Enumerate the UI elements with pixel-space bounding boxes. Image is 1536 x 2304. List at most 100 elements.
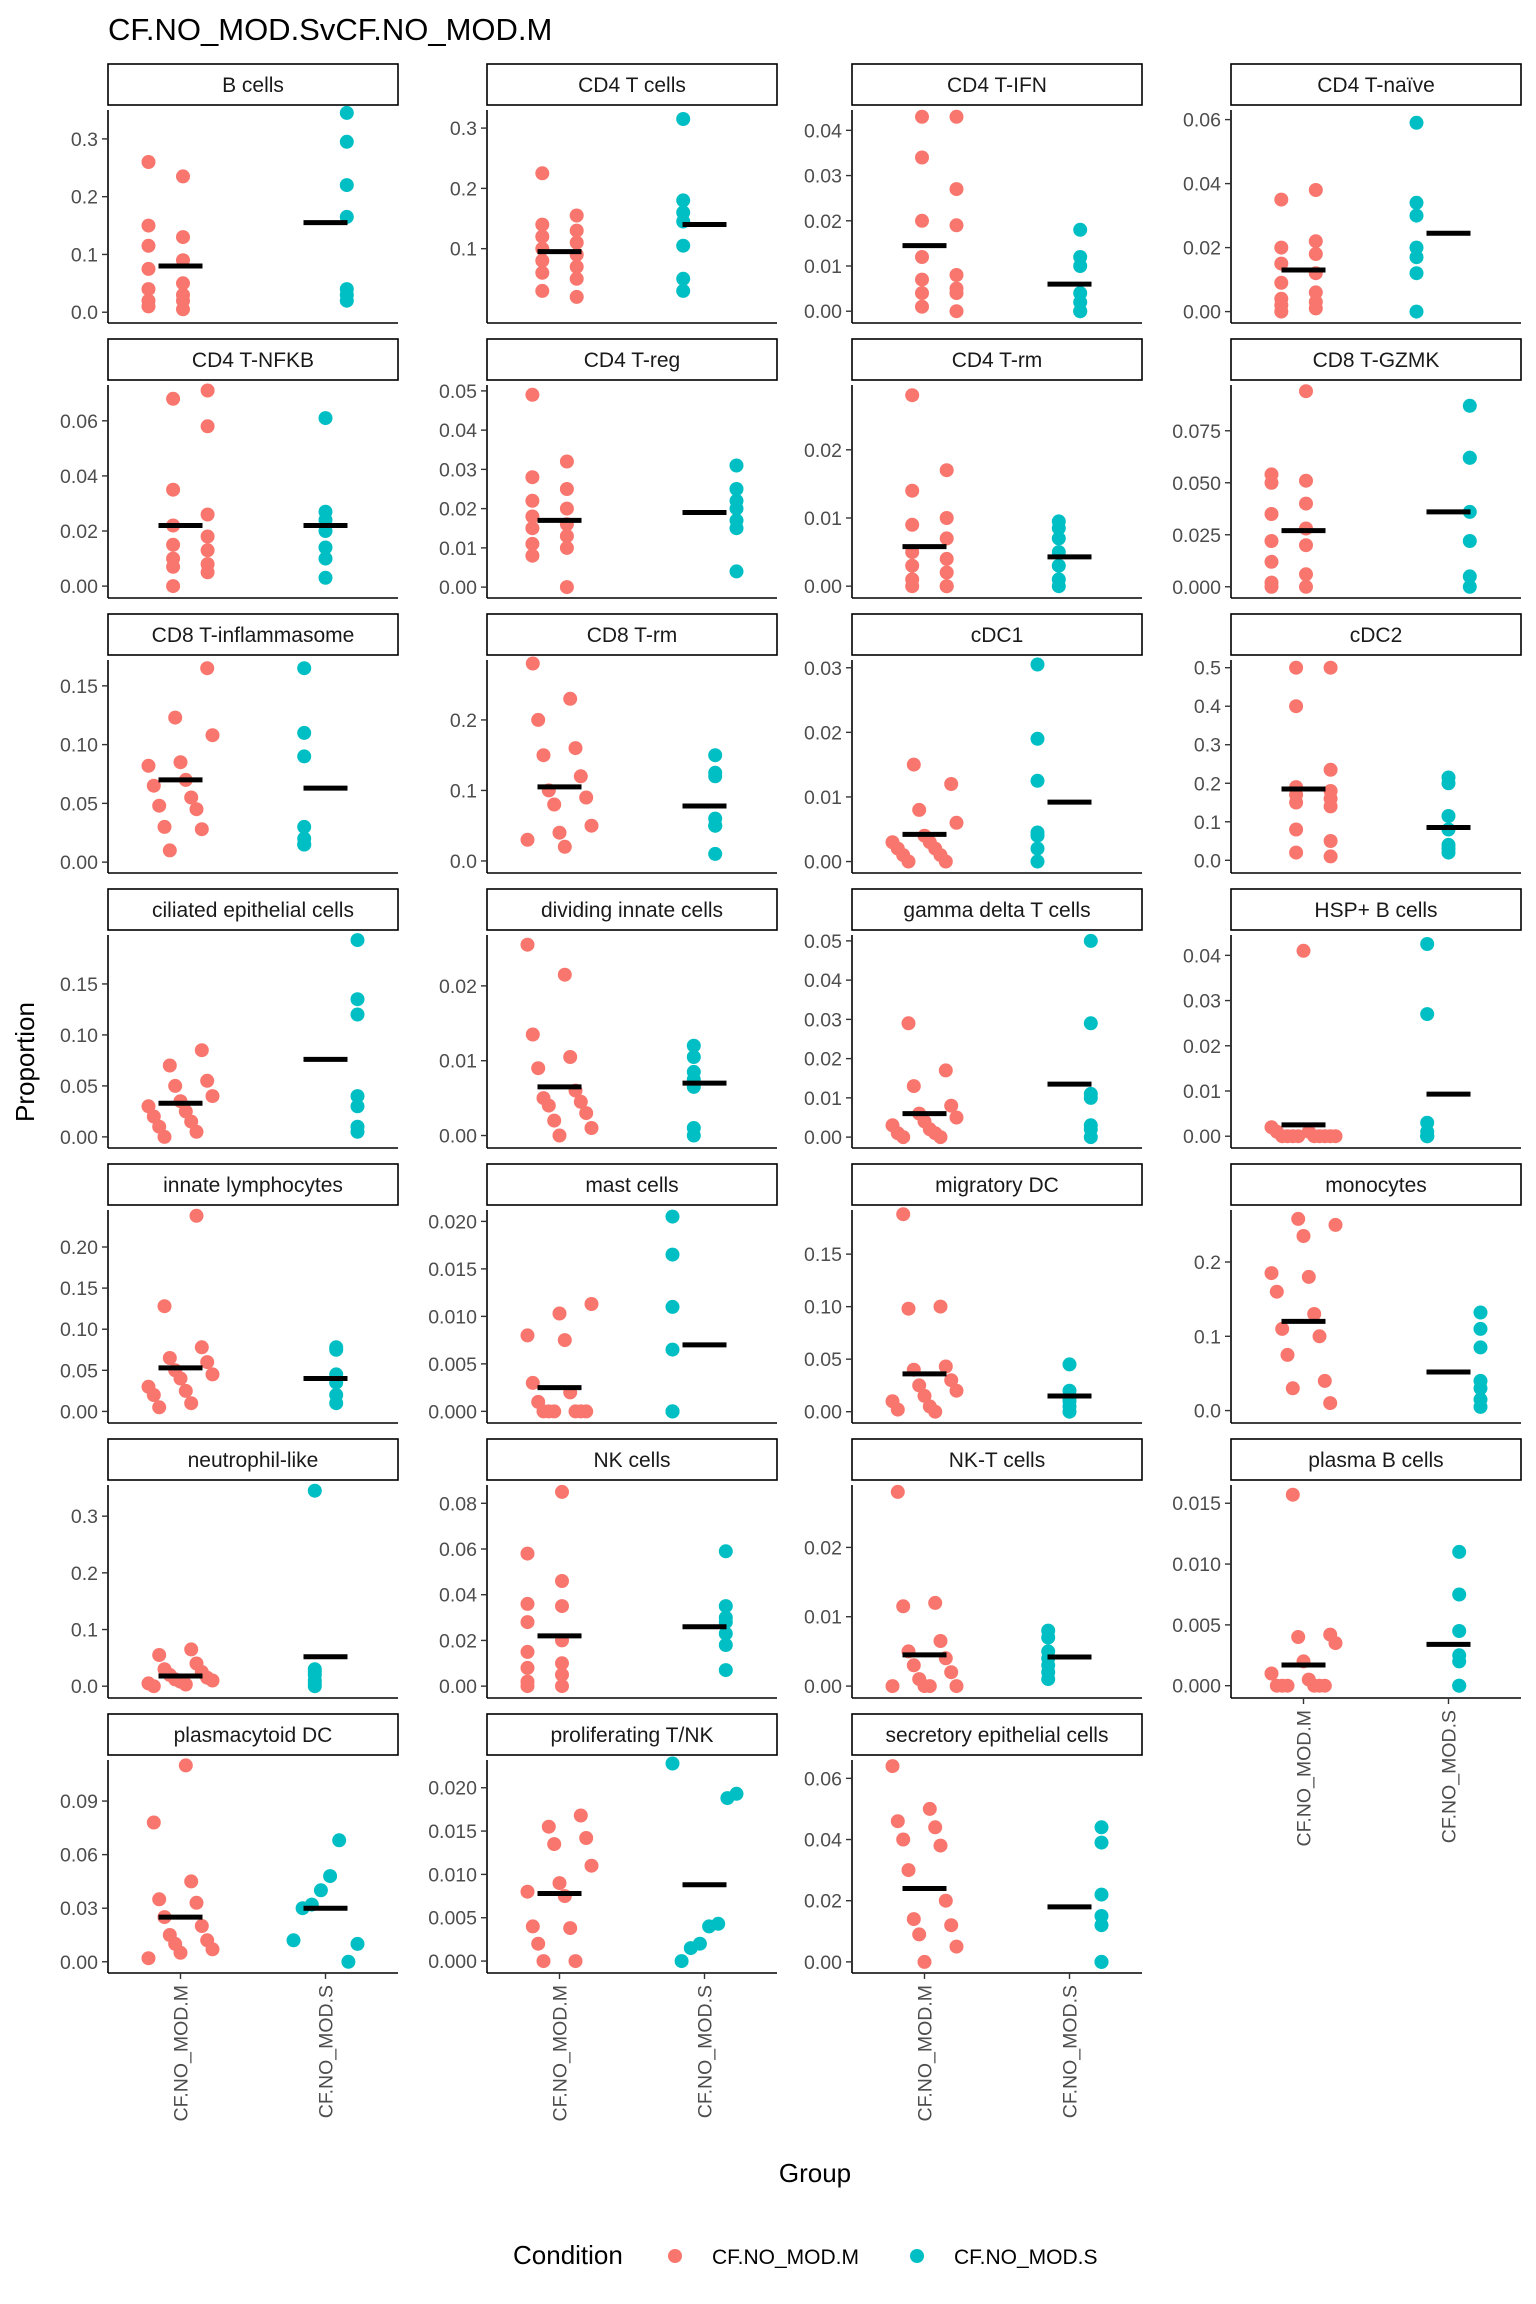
data-point xyxy=(1299,538,1313,553)
data-point xyxy=(1041,1630,1056,1645)
data-point xyxy=(1462,534,1477,548)
panel-cd4-t-reg: CD4 T-reg 0.00 0.01 0.02 0.03 0.04 0.05 xyxy=(439,338,778,599)
strip-label: neutrophil-like xyxy=(188,1449,319,1472)
data-point xyxy=(162,1058,177,1073)
data-point xyxy=(1299,567,1313,582)
y-tick-label: 0.1 xyxy=(450,780,477,802)
data-point xyxy=(569,289,584,304)
panel-neutrophil-like: neutrophil-like 0.0 0.1 0.2 0.3 xyxy=(71,1438,399,1699)
data-point xyxy=(194,822,209,837)
data-point xyxy=(555,1484,569,1499)
data-point xyxy=(176,230,190,245)
data-point xyxy=(205,1089,220,1104)
data-point xyxy=(1462,398,1477,413)
data-point xyxy=(329,1396,344,1411)
data-point xyxy=(184,790,199,805)
y-tick-label: 0.00 xyxy=(60,576,98,598)
panel-secretory-epithelial-cells: secretory epithelial cells 0.00 0.02 0.04 0.… xyxy=(804,1713,1143,2122)
y-tick-label: 0.00 xyxy=(804,301,842,323)
y-tick-label: 0.075 xyxy=(1172,421,1221,443)
data-point xyxy=(1308,234,1323,249)
data-point xyxy=(152,798,167,813)
y-tick-label: 0.00 xyxy=(439,1126,477,1148)
panel-cd4-t-cells: CD4 T cells 0.1 0.2 0.3 xyxy=(450,63,778,324)
data-point xyxy=(949,304,964,319)
x-tick-label: CF.NO_MOD.M xyxy=(1294,1710,1316,1847)
data-point xyxy=(1308,301,1323,316)
y-tick-label: 0.01 xyxy=(439,1051,477,1073)
data-point xyxy=(944,1098,959,1113)
legend-key-m xyxy=(668,2249,682,2263)
data-point xyxy=(520,937,535,952)
data-point xyxy=(1308,183,1323,197)
data-point xyxy=(1289,699,1304,714)
data-point xyxy=(552,1306,567,1321)
data-point xyxy=(938,854,953,869)
data-point xyxy=(665,1299,680,1314)
data-point xyxy=(1328,1636,1343,1651)
y-tick-label: 0.02 xyxy=(439,499,477,521)
data-point xyxy=(1269,1284,1284,1299)
data-point xyxy=(339,293,354,308)
data-point xyxy=(166,482,181,497)
data-point xyxy=(141,1951,156,1966)
data-point xyxy=(1323,762,1338,777)
strip-label: CD8 T-inflammasome xyxy=(152,624,355,647)
strip-box xyxy=(851,338,1143,381)
data-point xyxy=(939,463,954,478)
data-point xyxy=(1462,569,1477,584)
data-point xyxy=(1291,1211,1306,1226)
y-tick-label: 0.005 xyxy=(1172,1615,1221,1637)
data-point xyxy=(1328,1129,1343,1144)
data-point xyxy=(718,1663,733,1678)
data-point xyxy=(569,223,584,238)
data-point xyxy=(1275,1321,1290,1336)
y-tick-label: 0.01 xyxy=(439,538,477,560)
data-point xyxy=(535,265,550,280)
data-point xyxy=(676,283,691,298)
panel-cd4-t-na-ve: CD4 T-naïve 0.00 0.02 0.04 0.06 xyxy=(1183,63,1522,324)
data-point xyxy=(949,268,964,282)
data-point xyxy=(933,1838,948,1853)
strip-box xyxy=(1230,613,1522,656)
data-point xyxy=(559,482,574,496)
data-point xyxy=(189,1208,204,1223)
data-point xyxy=(141,758,156,773)
data-point xyxy=(569,259,584,274)
data-point xyxy=(1409,115,1424,130)
data-point xyxy=(938,1063,953,1078)
strip-label: CD8 T-GZMK xyxy=(1313,349,1440,372)
strip-box xyxy=(1230,888,1522,931)
data-point xyxy=(1289,795,1304,810)
strip-box xyxy=(851,1163,1143,1206)
chart-title: CF.NO_MOD.SvCF.NO_MOD.M xyxy=(108,12,552,47)
data-point xyxy=(1328,1217,1343,1232)
data-point xyxy=(1323,660,1338,675)
y-tick-label: 0.15 xyxy=(60,974,98,996)
data-point xyxy=(1264,579,1279,594)
data-point xyxy=(531,712,546,727)
data-point xyxy=(563,1050,578,1064)
panel-b-cells: B cells 0.0 0.1 0.2 0.3 xyxy=(71,63,399,324)
data-point xyxy=(525,1919,540,1934)
data-point xyxy=(178,1383,193,1398)
data-point xyxy=(949,1939,964,1954)
data-point xyxy=(573,769,588,784)
panel-plasmacytoid-dc: plasmacytoid DC 0.00 0.03 0.06 0.09 CF.NO_MOD… xyxy=(60,1713,399,2122)
data-point xyxy=(1299,496,1313,511)
legend-title: Condition xyxy=(513,2240,623,2270)
y-tick-label: 0.1 xyxy=(71,244,98,266)
data-point xyxy=(915,286,929,301)
panel-monocytes: monocytes 0.0 0.1 0.2 xyxy=(1194,1163,1522,1424)
data-point xyxy=(1409,240,1424,255)
y-tick-label: 0.04 xyxy=(439,420,477,442)
strip-box xyxy=(486,613,778,656)
data-point xyxy=(559,580,574,595)
data-point xyxy=(1452,1544,1467,1559)
y-tick-label: 0.02 xyxy=(804,1537,842,1559)
y-tick-label: 0.00 xyxy=(804,1402,842,1424)
data-point xyxy=(166,391,181,406)
y-tick-label: 0.010 xyxy=(428,1864,477,1886)
data-point xyxy=(665,1404,680,1419)
y-tick-label: 0.20 xyxy=(60,1237,98,1259)
